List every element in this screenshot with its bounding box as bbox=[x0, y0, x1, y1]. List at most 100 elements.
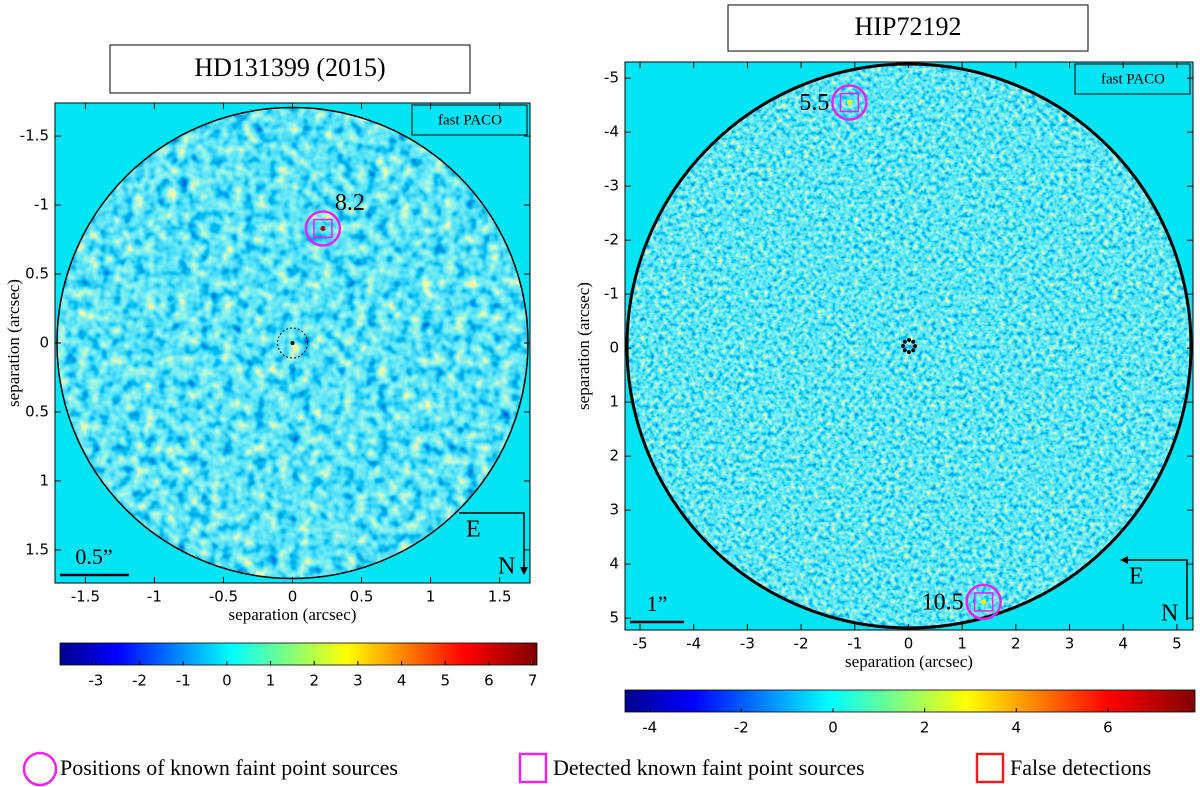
compass-e: E bbox=[466, 517, 481, 543]
x-tick-label: -3 bbox=[740, 635, 755, 653]
colorbar-tick-label: 2 bbox=[309, 672, 319, 690]
star bbox=[907, 338, 911, 342]
title-box bbox=[109, 44, 471, 94]
source-dot bbox=[846, 99, 852, 105]
compass bbox=[1122, 559, 1188, 620]
colorbar bbox=[59, 642, 538, 666]
source-position bbox=[831, 84, 868, 121]
y-tick-label: -1.5 bbox=[20, 127, 49, 145]
y-tick-label: -4 bbox=[604, 123, 619, 141]
y-tick-label: 0.5 bbox=[25, 265, 49, 283]
y-tick-label: 0 bbox=[609, 339, 619, 357]
colorbar bbox=[624, 689, 1196, 713]
scale-bar-label: 0.5” bbox=[75, 544, 112, 569]
star bbox=[911, 348, 916, 353]
x-tick-label: -1 bbox=[847, 635, 862, 653]
x-tick-label: 1 bbox=[957, 635, 967, 653]
compass-arrow bbox=[1120, 556, 1128, 564]
title-box bbox=[727, 4, 1089, 52]
star bbox=[902, 348, 907, 353]
x-tick-label: 0 bbox=[904, 635, 914, 653]
y-axis-label: separation (arcsec) bbox=[4, 279, 23, 407]
star bbox=[907, 350, 911, 354]
colorbar-tick-label: 6 bbox=[1103, 719, 1113, 737]
y-axis-label: separation (arcsec) bbox=[574, 282, 593, 410]
colorbar-tick-label: 6 bbox=[484, 672, 494, 690]
colorbar-tick-label: -1 bbox=[176, 672, 191, 690]
y-tick-label: 4 bbox=[609, 555, 619, 573]
star bbox=[902, 339, 907, 344]
colorbar-tick-label: 4 bbox=[1012, 719, 1022, 737]
colorbar-tick-label: 5 bbox=[440, 672, 450, 690]
source-position bbox=[965, 583, 1002, 621]
y-tick-label: 1 bbox=[39, 471, 49, 489]
y-tick-label: -2 bbox=[604, 231, 619, 249]
star bbox=[911, 339, 916, 344]
source-dot bbox=[981, 599, 987, 605]
method-box bbox=[1074, 63, 1191, 95]
colorbar-tick-label: 3 bbox=[353, 672, 363, 690]
x-tick-label: -1 bbox=[147, 588, 162, 606]
chart-title: HIP72192 bbox=[855, 12, 962, 41]
colorbar-tick-label: -4 bbox=[642, 719, 657, 737]
x-tick-label: 4 bbox=[1118, 635, 1128, 653]
y-tick-label: 3 bbox=[609, 501, 619, 519]
legend-label: Detected known faint point sources bbox=[553, 755, 865, 780]
legend-symbol bbox=[22, 751, 58, 787]
field-of-view bbox=[625, 62, 1193, 630]
scale-bar-label: 1” bbox=[647, 591, 668, 616]
noise-map bbox=[627, 64, 1191, 628]
source-label: 10.5 bbox=[922, 589, 964, 615]
x-tick-label: -0.5 bbox=[209, 588, 238, 606]
compass bbox=[459, 512, 525, 573]
legend-symbol bbox=[975, 752, 1005, 784]
source-detection bbox=[839, 92, 860, 113]
star-mask bbox=[277, 327, 308, 359]
y-tick-label: 2 bbox=[609, 447, 619, 465]
y-tick-label: 1.5 bbox=[25, 540, 49, 558]
y-tick-label: -1 bbox=[34, 196, 49, 214]
colorbar-tick-label: 0 bbox=[222, 672, 232, 690]
y-tick-label: 5 bbox=[609, 609, 619, 627]
y-tick-label: 0 bbox=[39, 334, 49, 352]
method-label: fast PACO bbox=[1101, 71, 1165, 87]
colorbar-tick-label: 0 bbox=[828, 719, 838, 737]
x-tick-label: 2 bbox=[1011, 635, 1021, 653]
colorbar-tick-label: 4 bbox=[397, 672, 407, 690]
colorbar-tick-label: 2 bbox=[920, 719, 930, 737]
legend-label: False detections bbox=[1010, 755, 1151, 780]
legend-symbol bbox=[518, 752, 548, 784]
x-axis-label: separation (arcsec) bbox=[845, 652, 973, 671]
compass-n: N bbox=[1161, 601, 1178, 627]
colorbar-tick-label: 7 bbox=[528, 672, 538, 690]
compass-e: E bbox=[1129, 564, 1144, 590]
colorbar-tick-label: -2 bbox=[132, 672, 147, 690]
x-tick-label: -5 bbox=[633, 635, 648, 653]
x-tick-label: -4 bbox=[686, 635, 701, 653]
y-tick-label: 1 bbox=[609, 393, 619, 411]
x-tick-label: -1.5 bbox=[71, 588, 100, 606]
source-detection bbox=[973, 592, 994, 612]
source-position bbox=[304, 210, 342, 247]
star bbox=[901, 344, 905, 348]
y-tick-label: -1 bbox=[604, 285, 619, 303]
colorbar-tick-label: -3 bbox=[88, 672, 103, 690]
chart-title: HD131399 (2015) bbox=[194, 53, 385, 82]
x-tick-label: 5 bbox=[1172, 635, 1182, 653]
method-label: fast PACO bbox=[438, 112, 502, 128]
x-tick-label: 3 bbox=[1065, 635, 1075, 653]
y-tick-label: -3 bbox=[604, 177, 619, 195]
x-axis-label: separation (arcsec) bbox=[229, 605, 357, 624]
source-detection bbox=[313, 218, 333, 239]
colorbar-tick-label: -2 bbox=[734, 719, 749, 737]
x-tick-label: 1 bbox=[426, 588, 436, 606]
colorbar-tick-label: 1 bbox=[266, 672, 276, 690]
source-label: 8.2 bbox=[335, 190, 365, 216]
x-tick-label: 0.5 bbox=[350, 588, 374, 606]
x-tick-label: -2 bbox=[794, 635, 809, 653]
source-label: 5.5 bbox=[799, 90, 829, 116]
method-box bbox=[411, 104, 528, 136]
source-dot bbox=[320, 226, 326, 232]
compass-arrow bbox=[520, 567, 528, 575]
